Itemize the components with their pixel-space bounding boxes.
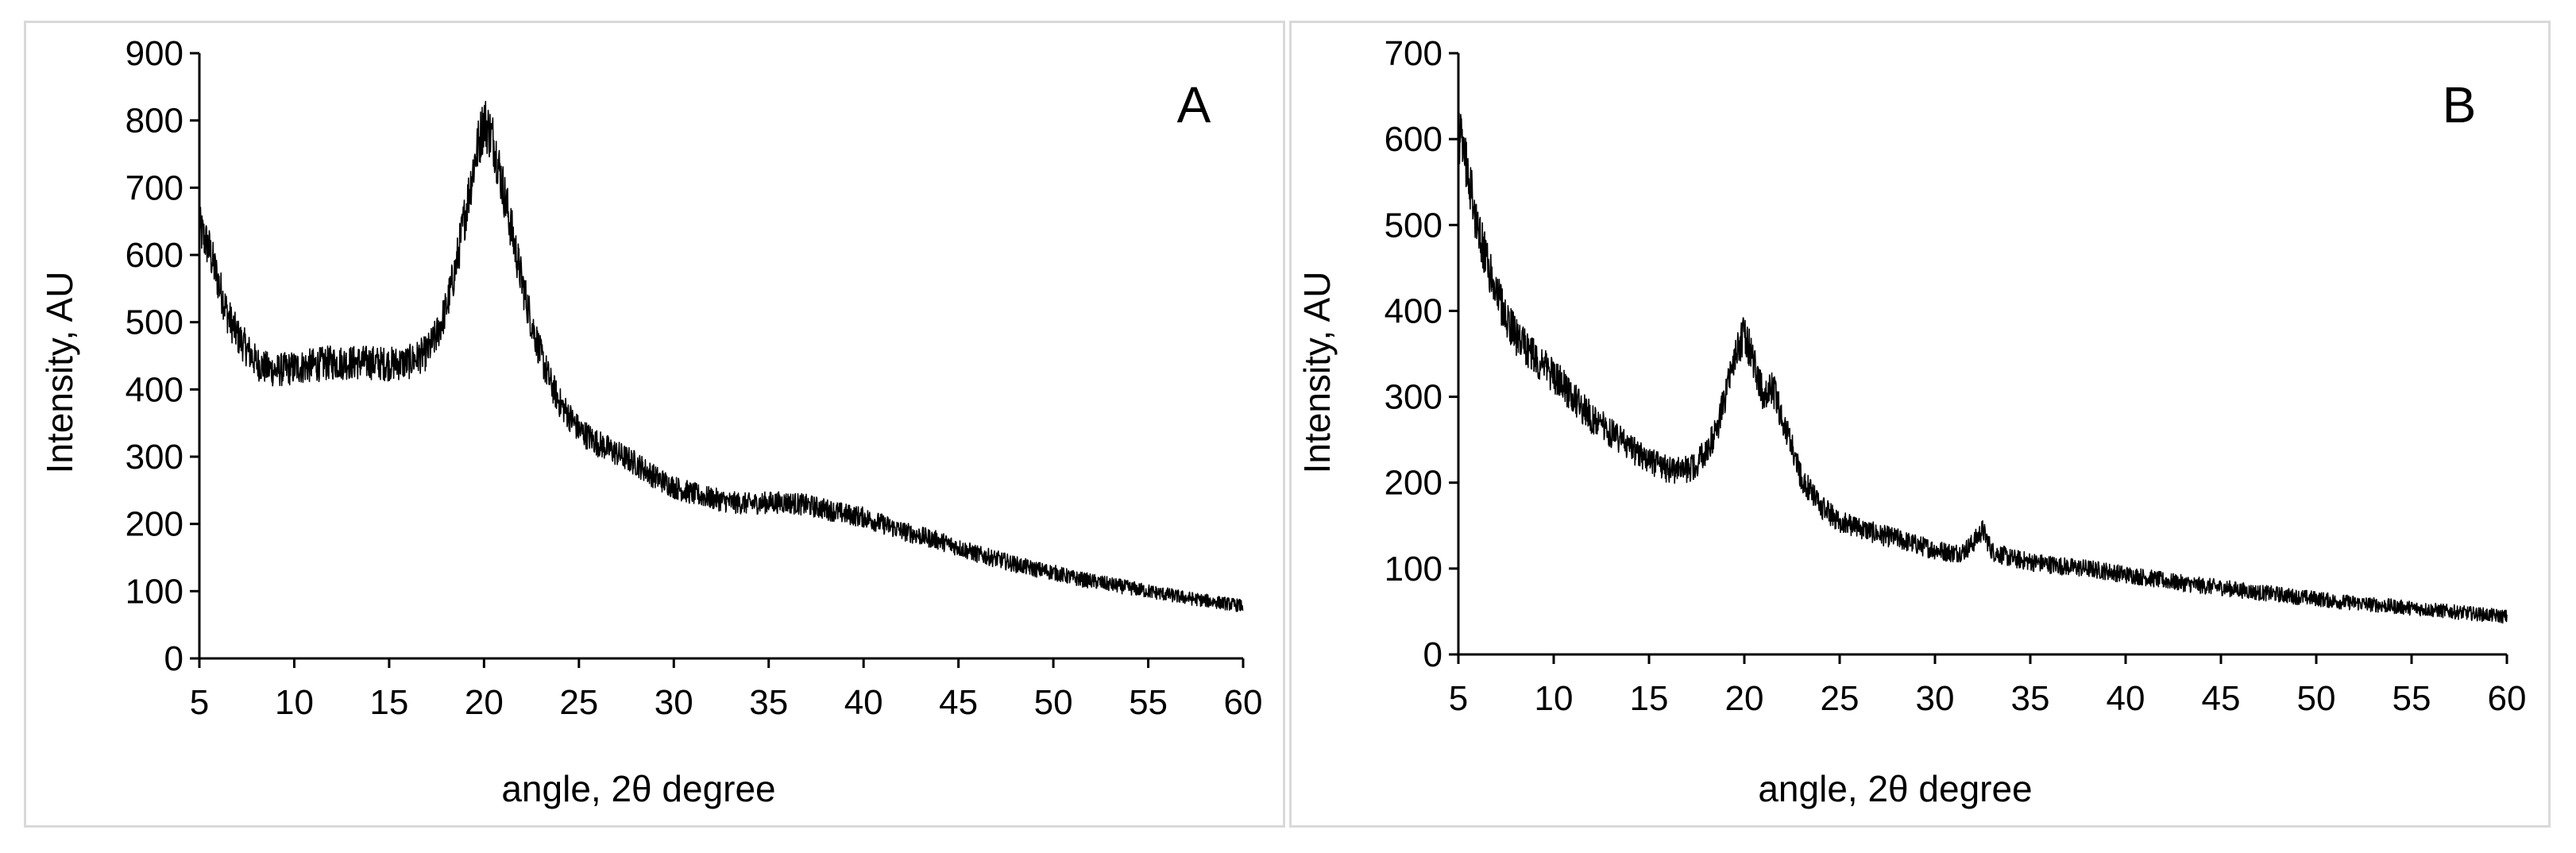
x-tick-label: 50 <box>2297 679 2336 718</box>
y-tick-label: 700 <box>1385 34 1442 73</box>
chart-a-svg: 0 100 200 300 400 500 600 700 800 900 5 10 15 20 25 30 3… <box>39 34 1263 809</box>
x-tick-label: 30 <box>1916 679 1955 718</box>
x-tick-label: 50 <box>1034 683 1073 722</box>
x-tick-label: 40 <box>2107 679 2145 718</box>
chart-a-axes: 0 100 200 300 400 500 600 700 800 900 5 10 15 20 25 30 3… <box>126 34 1263 722</box>
chart-a-y-axis-title: Intensity, AU <box>39 272 80 474</box>
chart-b-axes: 0 100 200 300 400 500 600 700 5 10 15 20 25 30 35 40 45 5… <box>1385 34 2527 718</box>
y-tick-label: 500 <box>1385 206 1442 245</box>
y-tick-label: 100 <box>126 572 183 611</box>
x-tick-label: 55 <box>2393 679 2431 718</box>
x-tick-label: 25 <box>1821 679 1860 718</box>
y-tick-label: 500 <box>126 303 183 342</box>
y-tick-label: 300 <box>1385 378 1442 417</box>
x-tick-label: 5 <box>1449 679 1468 718</box>
y-tick-label: 200 <box>126 505 183 544</box>
x-tick-label: 45 <box>2202 679 2241 718</box>
y-tick-label: 600 <box>1385 120 1442 159</box>
x-tick-label: 10 <box>1535 679 1574 718</box>
chart-panel-a: 0 100 200 300 400 500 600 700 800 900 5 10 15 20 25 30 3… <box>24 21 1285 828</box>
y-tick-label: 0 <box>1423 635 1442 674</box>
chart-b-panel-label: B <box>2443 76 2477 133</box>
y-tick-label: 600 <box>126 236 183 275</box>
x-tick-label: 20 <box>1725 679 1764 718</box>
y-tick-label: 800 <box>126 102 183 141</box>
x-tick-label: 15 <box>1630 679 1669 718</box>
chart-b-x-axis-title: angle, 2θ degree <box>1758 768 2032 809</box>
chart-a-series-line <box>199 100 1244 612</box>
x-tick-label: 25 <box>559 683 598 722</box>
y-tick-label: 900 <box>126 34 183 73</box>
y-tick-label: 400 <box>126 370 183 409</box>
x-tick-label: 55 <box>1129 683 1168 722</box>
x-tick-label: 20 <box>465 683 504 722</box>
x-tick-label: 40 <box>844 683 883 722</box>
y-tick-label: 300 <box>126 438 183 477</box>
y-tick-label: 200 <box>1385 464 1442 503</box>
chart-b-series-line <box>1458 111 2508 624</box>
x-tick-label: 60 <box>2488 679 2527 718</box>
x-tick-label: 15 <box>369 683 408 722</box>
y-tick-label: 700 <box>126 168 183 207</box>
x-tick-label: 60 <box>1224 683 1263 722</box>
chart-b-svg: 0 100 200 300 400 500 600 700 5 10 15 20 25 30 35 40 45 5… <box>1296 34 2527 809</box>
chart-a-panel-label: A <box>1177 76 1211 133</box>
x-tick-label: 30 <box>655 683 693 722</box>
x-tick-label: 10 <box>275 683 314 722</box>
chart-a-x-axis-title: angle, 2θ degree <box>501 768 775 809</box>
x-tick-label: 45 <box>939 683 978 722</box>
y-tick-label: 400 <box>1385 291 1442 330</box>
y-tick-label: 100 <box>1385 550 1442 589</box>
chart-a-series <box>199 100 1244 612</box>
chart-b-series <box>1458 111 2508 624</box>
chart-panel-b: 0 100 200 300 400 500 600 700 5 10 15 20 25 30 35 40 45 5… <box>1289 21 2551 828</box>
y-tick-label: 0 <box>164 639 183 678</box>
x-tick-label: 5 <box>190 683 209 722</box>
x-tick-label: 35 <box>749 683 788 722</box>
chart-b-y-axis-title: Intensity, AU <box>1296 272 1338 474</box>
x-tick-label: 35 <box>2011 679 2050 718</box>
